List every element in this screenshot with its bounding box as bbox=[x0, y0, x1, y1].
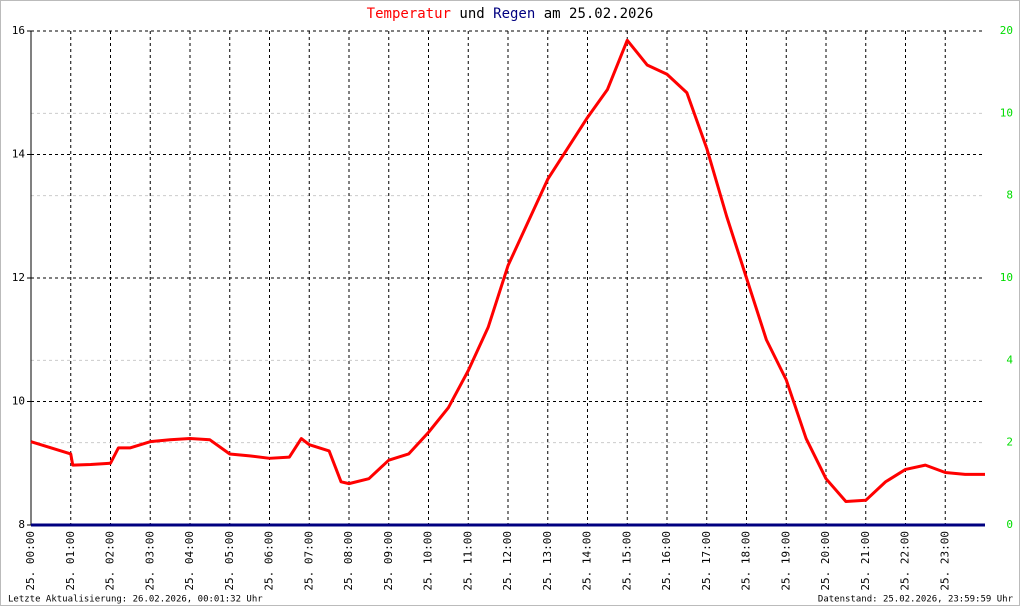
x-tick-label: 25. 13:00 bbox=[541, 531, 554, 591]
x-tick-label: 25. 00:00 bbox=[24, 531, 37, 591]
x-tick-label: 25. 12:00 bbox=[501, 531, 514, 591]
x-tick-label: 25. 05:00 bbox=[223, 531, 236, 591]
x-tick-label: 25. 09:00 bbox=[382, 531, 395, 591]
x-tick-label: 25. 16:00 bbox=[660, 531, 673, 591]
title-series-1: Temperatur bbox=[367, 6, 451, 22]
y2-tick-label: 4 bbox=[1006, 353, 1013, 366]
x-tick-label: 25. 23:00 bbox=[938, 531, 951, 591]
x-tick-label: 25. 10:00 bbox=[422, 531, 435, 591]
y2-tick-label: 8 bbox=[1006, 189, 1013, 202]
title-part: am 25.02.2026 bbox=[544, 6, 654, 22]
y-tick-label: 10 bbox=[12, 395, 25, 408]
y2-tick-label: 10 bbox=[1000, 106, 1013, 119]
y-tick-label: 12 bbox=[12, 271, 25, 284]
x-tick-label: 25. 21:00 bbox=[859, 531, 872, 591]
x-tick-label: 25. 02:00 bbox=[104, 531, 117, 591]
title-series-2: Regen bbox=[493, 6, 535, 22]
x-tick-label: 25. 11:00 bbox=[461, 531, 474, 591]
y2-tick-label: 20 bbox=[1000, 24, 1013, 37]
x-tick-label: 25. 01:00 bbox=[64, 531, 77, 591]
y-tick-label: 16 bbox=[12, 24, 25, 37]
y-tick-label: 8 bbox=[18, 518, 25, 531]
y-tick-label: 14 bbox=[12, 148, 26, 161]
x-tick-label: 25. 04:00 bbox=[183, 531, 196, 591]
x-tick-label: 25. 06:00 bbox=[263, 531, 276, 591]
x-tick-label: 25. 17:00 bbox=[700, 531, 713, 591]
x-tick-label: 25. 08:00 bbox=[342, 531, 355, 591]
y2-tick-label: 10 bbox=[1000, 271, 1013, 284]
x-tick-label: 25. 07:00 bbox=[302, 531, 315, 591]
x-tick-label: 25. 18:00 bbox=[740, 531, 753, 591]
chart-title: Temperatur und Regen am 25.02.2026 bbox=[367, 6, 654, 22]
footer-left: Letzte Aktualisierung: 26.02.2026, 00:01… bbox=[8, 595, 263, 605]
x-tick-label: 25. 20:00 bbox=[819, 531, 832, 591]
series-line bbox=[30, 38, 985, 504]
x-tick-label: 25. 14:00 bbox=[581, 531, 594, 591]
x-tick-label: 25. 19:00 bbox=[779, 531, 792, 591]
footer-right: Datenstand: 25.02.2026, 23:59:59 Uhr bbox=[818, 595, 1014, 605]
x-tick-label: 25. 22:00 bbox=[899, 531, 912, 591]
x-tick-label: 25. 03:00 bbox=[143, 531, 156, 591]
y2-tick-label: 2 bbox=[1006, 436, 1013, 449]
title-part: und bbox=[459, 6, 484, 22]
x-tick-label: 25. 15:00 bbox=[620, 531, 633, 591]
y2-tick-label: 0 bbox=[1006, 518, 1013, 531]
